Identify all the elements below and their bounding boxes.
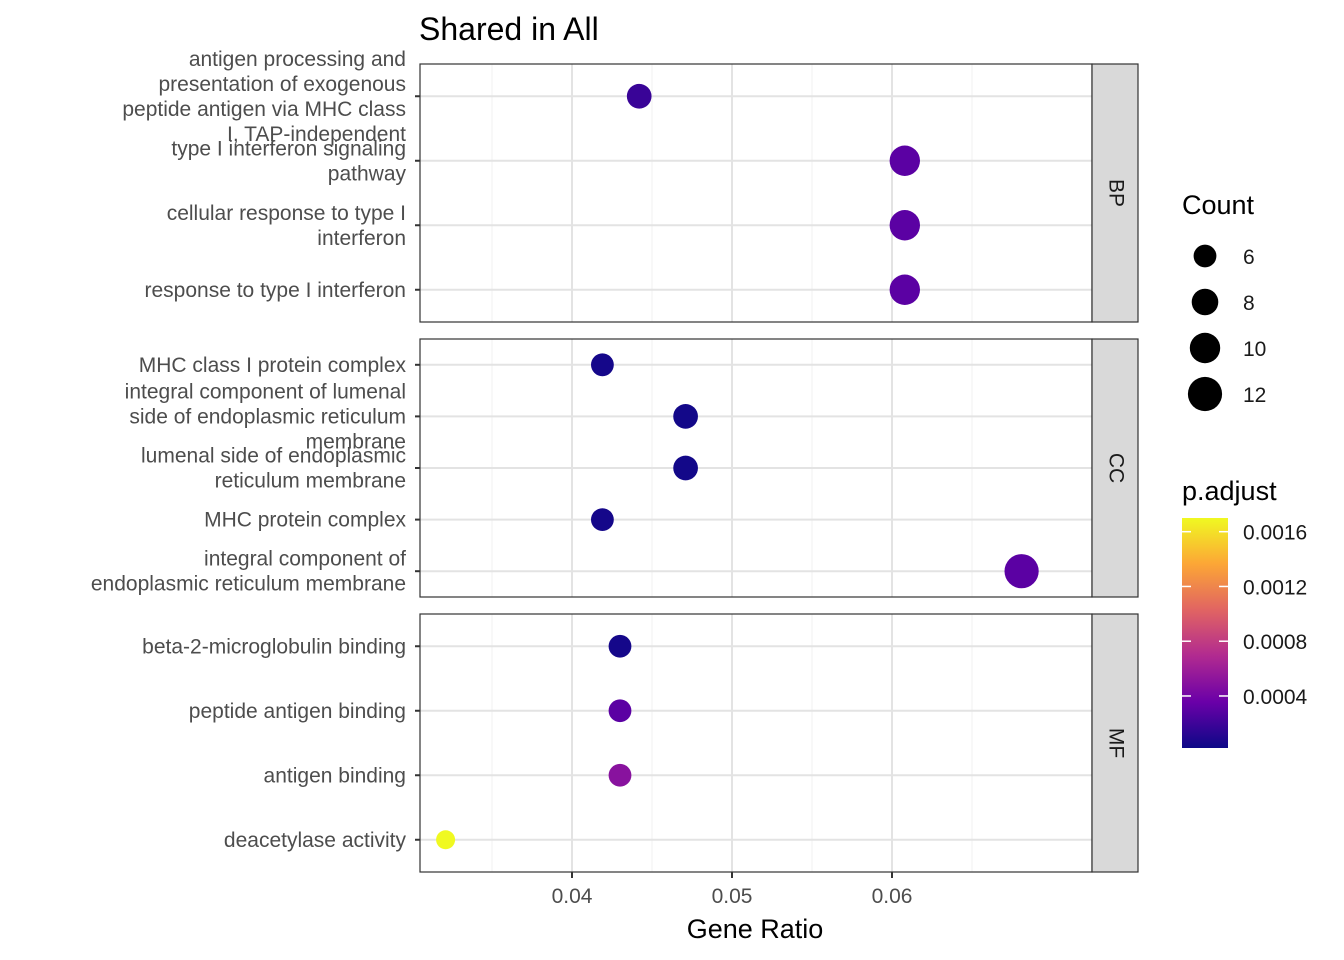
data-point: [673, 404, 698, 429]
colorbar-tick-label: 0.0016: [1243, 522, 1307, 545]
size-legend-key: [1189, 332, 1221, 364]
y-axis-label: antigen binding: [264, 764, 406, 787]
facet-panel-cc: CC MHC class I protein complex integral co…: [91, 338, 1139, 598]
facet-panel-bp: BP antigen processing and presentation of …: [122, 48, 1139, 323]
color-legend-title: p.adjust: [1182, 476, 1277, 506]
colorbar-tick-label: 0.0012: [1243, 576, 1307, 599]
size-legend-label: 10: [1243, 338, 1266, 361]
data-point: [608, 699, 632, 723]
x-axis-tick-label: 0.05: [712, 885, 753, 908]
size-legend-key: [1193, 244, 1217, 268]
y-axis-label: integral component of lumenal side of end…: [125, 380, 406, 453]
y-axis-label: deacetylase activity: [224, 829, 407, 852]
facet-strip-label: BP: [1104, 179, 1127, 207]
facet-strip: [1091, 63, 1139, 323]
colorbar-tick-label: 0.0008: [1243, 631, 1307, 654]
size-legend-label: 12: [1243, 384, 1266, 407]
size-legend-label: 8: [1243, 292, 1255, 315]
y-axis-label: antigen processing and presentation of ex…: [122, 48, 406, 146]
data-point: [889, 274, 920, 305]
data-point: [626, 83, 652, 109]
data-point: [673, 455, 698, 481]
data-point: [1004, 554, 1039, 589]
y-axis-label: response to type I interferon: [145, 279, 407, 302]
size-legend-title: Count: [1182, 190, 1255, 220]
y-axis-label: MHC class I protein complex: [139, 354, 407, 377]
size-legend-key: [1187, 376, 1223, 412]
size-legend: Count 6 8 10 12: [1182, 190, 1266, 412]
y-axis-label: MHC protein complex: [204, 509, 406, 532]
x-axis-tick-label: 0.06: [872, 885, 913, 908]
facet-strip-label: MF: [1104, 728, 1127, 758]
color-legend: p.adjust 0.0004 0.0008 0.0012 0.0016: [1182, 476, 1308, 748]
x-axis-label: Gene Ratio: [687, 914, 824, 944]
chart-title: Shared in All: [419, 11, 599, 47]
facet-strip-label: CC: [1104, 453, 1127, 483]
facet-panels: BP antigen processing and presentation of …: [91, 48, 1139, 873]
data-point: [889, 210, 920, 241]
colorbar: [1182, 518, 1228, 748]
y-axis-label: peptide antigen binding: [189, 700, 406, 723]
panel-background: [420, 614, 1092, 872]
data-point: [436, 830, 456, 850]
colorbar-tick-label: 0.0004: [1243, 686, 1308, 709]
data-point: [608, 634, 632, 658]
data-point: [889, 145, 920, 176]
size-legend-key: [1191, 288, 1219, 316]
x-axis: 0.04 0.05 0.06: [552, 872, 913, 908]
data-point: [608, 763, 632, 787]
y-axis-label: lumenal side of endoplasmic reticulum mem…: [141, 445, 406, 493]
facet-strip: [1091, 338, 1139, 598]
y-axis-label: integral component of endoplasmic reticul…: [91, 548, 406, 596]
data-point: [591, 353, 614, 377]
x-axis-tick-label: 0.04: [552, 885, 593, 908]
data-point: [591, 508, 614, 531]
size-legend-label: 6: [1243, 246, 1255, 269]
panel-background: [420, 64, 1092, 322]
y-axis-label: type I interferon signaling pathway: [171, 137, 406, 185]
facet-strip: [1091, 613, 1139, 873]
y-axis-label: beta-2-microglobulin binding: [142, 635, 406, 658]
facet-panel-mf: MF beta-2-microglobulin binding peptide an…: [142, 613, 1139, 873]
